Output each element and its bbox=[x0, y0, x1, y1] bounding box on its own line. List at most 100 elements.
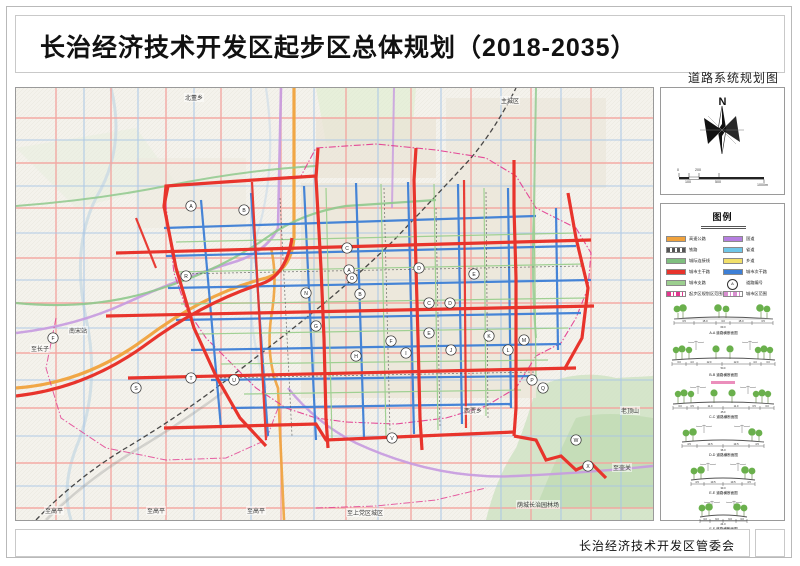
svg-text:50.0: 50.0 bbox=[721, 367, 726, 370]
map-sheet: 长治经济技术开发区起步区总体规划（2018-2035） 道路系统规划图 bbox=[6, 6, 792, 558]
map-place-label: 至长子 bbox=[30, 344, 51, 353]
legend-item: 起步区规划区范围 bbox=[666, 289, 723, 299]
svg-text:F: F bbox=[389, 339, 392, 345]
legend-swatch-intercity bbox=[666, 258, 686, 264]
svg-text:M: M bbox=[522, 338, 526, 344]
legend-label: 起步区规划区范围 bbox=[689, 291, 723, 296]
svg-text:3.5: 3.5 bbox=[761, 319, 765, 323]
issuing-authority: 长治经济技术开发区管委会 bbox=[578, 539, 735, 553]
legend-swatch-branch bbox=[666, 280, 686, 286]
map-subtitle: 道路系统规划图 bbox=[687, 71, 779, 85]
svg-text:12.0: 12.0 bbox=[707, 361, 712, 364]
svg-text:W: W bbox=[574, 438, 579, 444]
legend-swatch-city-boundary bbox=[723, 291, 743, 297]
map-panel[interactable]: A B C D E F G H I J K L M N O P bbox=[15, 87, 654, 521]
svg-text:U: U bbox=[232, 378, 236, 384]
cross-section-diagrams: 3.5 15.0 3.0 15.0 3.5 60.0 A-A 道路横断面图 bbox=[664, 300, 783, 534]
svg-text:3.0: 3.0 bbox=[677, 361, 681, 364]
svg-text:3.5: 3.5 bbox=[690, 405, 694, 408]
legend-label: 城市区范围 bbox=[746, 291, 767, 296]
page-title: 长治经济技术开发区起步区总体规划（2018-2035） bbox=[40, 34, 637, 62]
svg-text:O: O bbox=[350, 276, 354, 282]
map-place-label: 北董乡 bbox=[184, 93, 205, 102]
legend-item: 国道 bbox=[723, 234, 780, 244]
svg-text:4.5: 4.5 bbox=[755, 442, 759, 446]
svg-text:P: P bbox=[530, 378, 534, 384]
legend-item: 城市主干路 bbox=[666, 267, 723, 277]
svg-text:H: H bbox=[354, 354, 358, 360]
svg-text:10.5: 10.5 bbox=[710, 480, 716, 484]
legend-item: 省道 bbox=[723, 245, 780, 255]
svg-text:15.0: 15.0 bbox=[702, 319, 708, 323]
legend-item: 城市区范围 bbox=[723, 289, 780, 299]
svg-text:X: X bbox=[586, 464, 590, 470]
svg-text:4.5: 4.5 bbox=[687, 442, 691, 446]
svg-text:V: V bbox=[390, 436, 394, 442]
svg-text:36.0: 36.0 bbox=[720, 448, 726, 452]
legend-swatch-provincial-road bbox=[723, 247, 743, 253]
svg-text:Q: Q bbox=[541, 386, 545, 392]
svg-text:C: C bbox=[345, 246, 349, 252]
scale-tick: 200 bbox=[695, 168, 701, 172]
svg-text:D: D bbox=[417, 266, 421, 272]
svg-text:15.0: 15.0 bbox=[738, 319, 744, 323]
svg-text:B: B bbox=[358, 292, 362, 298]
legend-label: 城市次干路 bbox=[746, 269, 767, 274]
svg-text:3.0: 3.0 bbox=[703, 517, 707, 521]
legend-swatch-secondary bbox=[723, 269, 743, 275]
legend-swatch-township-road bbox=[723, 258, 743, 264]
svg-text:9.0: 9.0 bbox=[715, 517, 719, 521]
svg-text:3.0: 3.0 bbox=[740, 517, 744, 521]
legend-swatch-startup-boundary bbox=[666, 291, 686, 297]
map-place-label: 至高平 bbox=[44, 506, 65, 515]
svg-text:13.5: 13.5 bbox=[707, 442, 713, 446]
cross-section: 4.5 10.5 10.5 4.5 30.0 E-E 道路横断面图 bbox=[664, 460, 783, 496]
north-arrow-panel: N 0 100 200 500 bbox=[660, 87, 785, 195]
svg-text:3.5: 3.5 bbox=[682, 319, 686, 323]
svg-text:45.0: 45.0 bbox=[721, 411, 726, 414]
svg-text:F: F bbox=[51, 336, 54, 342]
legend-item: 高速公路 bbox=[666, 234, 723, 244]
map-place-label: 至上党区城区 bbox=[346, 508, 385, 517]
cross-section-caption: E-E 道路横断面图 bbox=[709, 491, 738, 495]
svg-text:A: A bbox=[347, 268, 351, 274]
map-place-label: 荫城长治园林场 bbox=[516, 500, 561, 509]
legend-item: 铁路 bbox=[666, 245, 723, 255]
svg-text:24.0: 24.0 bbox=[720, 522, 726, 526]
cross-section: 3.0 3.5 11.0 11.0 3.5 3.0 45.0 C-C 道路横断面图 bbox=[664, 380, 783, 420]
legend-label: 乡道 bbox=[746, 258, 755, 263]
svg-text:4.0: 4.0 bbox=[690, 361, 694, 364]
scale-tick: 500 bbox=[715, 180, 721, 184]
svg-text:G: G bbox=[314, 324, 318, 330]
svg-text:9.0: 9.0 bbox=[728, 517, 732, 521]
svg-text:E: E bbox=[427, 331, 431, 337]
svg-text:3.0: 3.0 bbox=[766, 361, 770, 364]
legend-swatch-railway bbox=[666, 247, 686, 253]
cross-section-caption: C-C 道路横断面图 bbox=[709, 415, 738, 419]
legend-panel: 图例 高速公路 铁路 城际连接线 城市主干路 bbox=[660, 203, 785, 531]
svg-text:T: T bbox=[189, 376, 192, 382]
map-place-label: 至高平 bbox=[146, 506, 167, 515]
legend-label: 城市主干路 bbox=[689, 269, 710, 274]
cross-section: 3.5 15.0 3.0 15.0 3.5 60.0 A-A 道路横断面图 bbox=[664, 300, 783, 336]
map-canvas: A B C D E F G H I J K L M N O P bbox=[16, 88, 653, 520]
scale-tick: 100 bbox=[685, 180, 691, 184]
legend-label: 铁路 bbox=[689, 247, 698, 252]
svg-text:L: L bbox=[507, 348, 510, 354]
legend-item: 城市次干路 bbox=[723, 267, 780, 277]
legend-label: 道路编号 bbox=[746, 280, 763, 285]
svg-text:3.0: 3.0 bbox=[765, 405, 769, 408]
legend-item: 城际连接线 bbox=[666, 256, 723, 266]
svg-text:R: R bbox=[184, 274, 188, 280]
road-number-icon: A bbox=[727, 279, 738, 290]
svg-text:C: C bbox=[427, 301, 431, 307]
map-place-label: 至高平 bbox=[246, 506, 267, 515]
legend-item: 城市支路 bbox=[666, 278, 723, 288]
cross-section: 3.0 4.0 12.0 12.0 4.0 3.0 50.0 B-B 道路横断面图 bbox=[664, 338, 783, 378]
legend-heading: 图例 bbox=[712, 212, 733, 222]
legend-label: 国道 bbox=[746, 236, 755, 241]
svg-text:12.0: 12.0 bbox=[734, 361, 739, 364]
svg-text:4.5: 4.5 bbox=[695, 480, 699, 484]
svg-text:I: I bbox=[405, 351, 406, 357]
svg-text:K: K bbox=[487, 334, 491, 340]
